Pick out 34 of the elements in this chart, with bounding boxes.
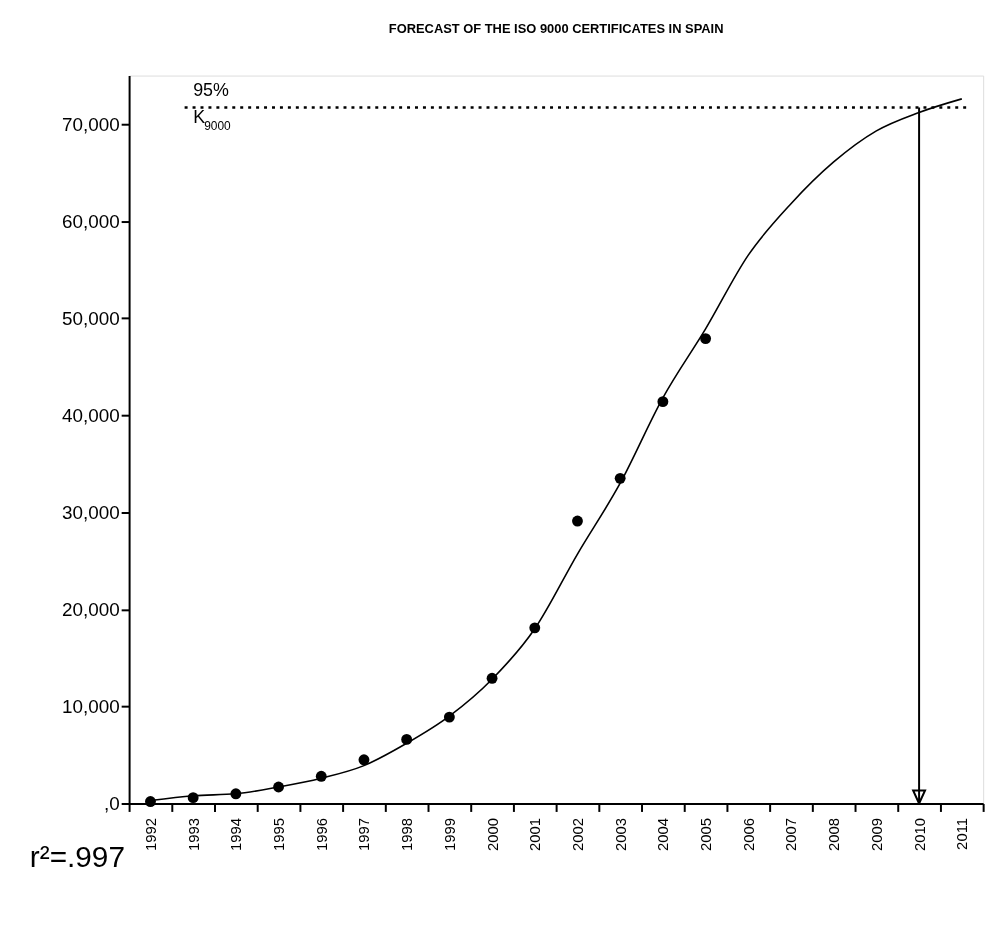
- x-tick-label: 1993: [185, 817, 202, 851]
- y-tick-label: 50,000: [61, 307, 120, 329]
- x-tick-label: 1996: [313, 817, 330, 851]
- y-tick-label: 30,000: [61, 501, 120, 523]
- y-tick-label: 10,000: [61, 695, 120, 717]
- x-tick-label: 2005: [698, 817, 715, 851]
- x-tick-label: 1992: [142, 817, 159, 851]
- y-tick-label: ,0: [103, 792, 120, 814]
- x-tick-label: 2006: [740, 817, 757, 851]
- x-tick-label: 1995: [271, 817, 288, 851]
- x-tick-label: 2000: [484, 817, 501, 851]
- y-tick-label: 70,000: [61, 113, 120, 135]
- point: [145, 796, 156, 807]
- point: [700, 333, 712, 345]
- x-tick-label: 2010: [911, 817, 928, 851]
- x-tick-label: 2011: [954, 817, 971, 850]
- text: r²=.997: [29, 840, 125, 874]
- x-tick-label: 2009: [868, 817, 885, 851]
- y-tick-label: 60,000: [61, 210, 120, 232]
- x-tick-label: 1999: [441, 817, 458, 851]
- x-tick-label: 2008: [826, 817, 843, 851]
- x-tick-label: 2002: [569, 817, 586, 851]
- x-tick-label: 2007: [783, 817, 800, 851]
- x-tick-label: 2004: [655, 817, 672, 851]
- x-tick-label: 1994: [228, 817, 245, 851]
- y-tick-label: 20,000: [61, 598, 120, 620]
- x-tick-label: 2001: [527, 817, 544, 851]
- point: [572, 515, 583, 527]
- x-tick-label: 1998: [399, 817, 416, 851]
- y-tick-label: 40,000: [61, 404, 120, 426]
- point: [358, 754, 370, 766]
- chart-title: FORECAST OF THE ISO 9000 CERTIFICATES IN SPAIN: [388, 20, 724, 36]
- x-tick-label: 2003: [612, 817, 629, 851]
- x-tick-label: 1997: [356, 817, 373, 851]
